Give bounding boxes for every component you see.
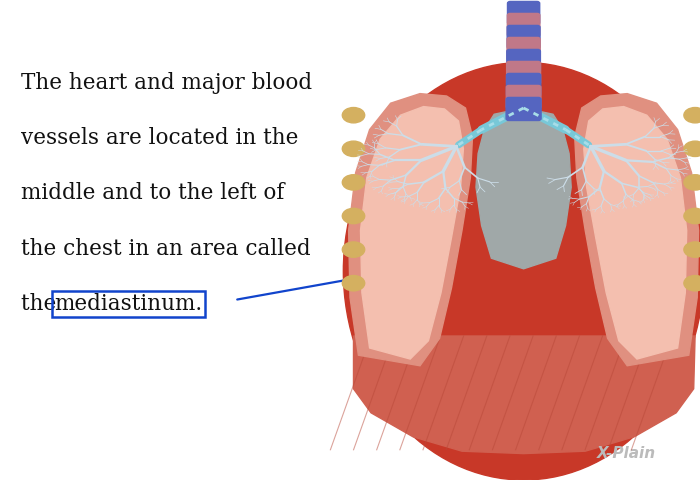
FancyBboxPatch shape: [507, 37, 540, 60]
Circle shape: [684, 175, 700, 190]
Circle shape: [342, 175, 365, 190]
Circle shape: [684, 108, 700, 123]
Circle shape: [684, 276, 700, 291]
FancyBboxPatch shape: [508, 1, 540, 24]
Circle shape: [684, 141, 700, 156]
Text: The heart and major blood: The heart and major blood: [21, 72, 312, 94]
Polygon shape: [575, 94, 699, 366]
Polygon shape: [349, 94, 473, 366]
Ellipse shape: [344, 62, 700, 480]
Text: X-Plain: X-Plain: [597, 446, 656, 461]
FancyBboxPatch shape: [507, 49, 540, 72]
Circle shape: [342, 141, 365, 156]
Circle shape: [342, 108, 365, 123]
Text: the chest in an area called: the chest in an area called: [21, 238, 311, 260]
Text: the: the: [21, 293, 63, 315]
Text: mediastinum.: mediastinum.: [55, 293, 203, 315]
Polygon shape: [354, 336, 695, 454]
Circle shape: [342, 242, 365, 257]
Polygon shape: [584, 107, 687, 359]
Polygon shape: [360, 107, 463, 359]
FancyBboxPatch shape: [507, 25, 540, 48]
Polygon shape: [476, 108, 571, 269]
Text: middle and to the left of: middle and to the left of: [21, 182, 284, 204]
FancyBboxPatch shape: [506, 85, 541, 108]
Circle shape: [342, 208, 365, 224]
Circle shape: [684, 208, 700, 224]
FancyBboxPatch shape: [508, 13, 540, 36]
FancyBboxPatch shape: [506, 97, 541, 120]
Circle shape: [684, 242, 700, 257]
Text: vessels are located in the: vessels are located in the: [21, 127, 298, 149]
FancyBboxPatch shape: [507, 73, 540, 96]
Circle shape: [342, 276, 365, 291]
FancyBboxPatch shape: [507, 61, 540, 84]
